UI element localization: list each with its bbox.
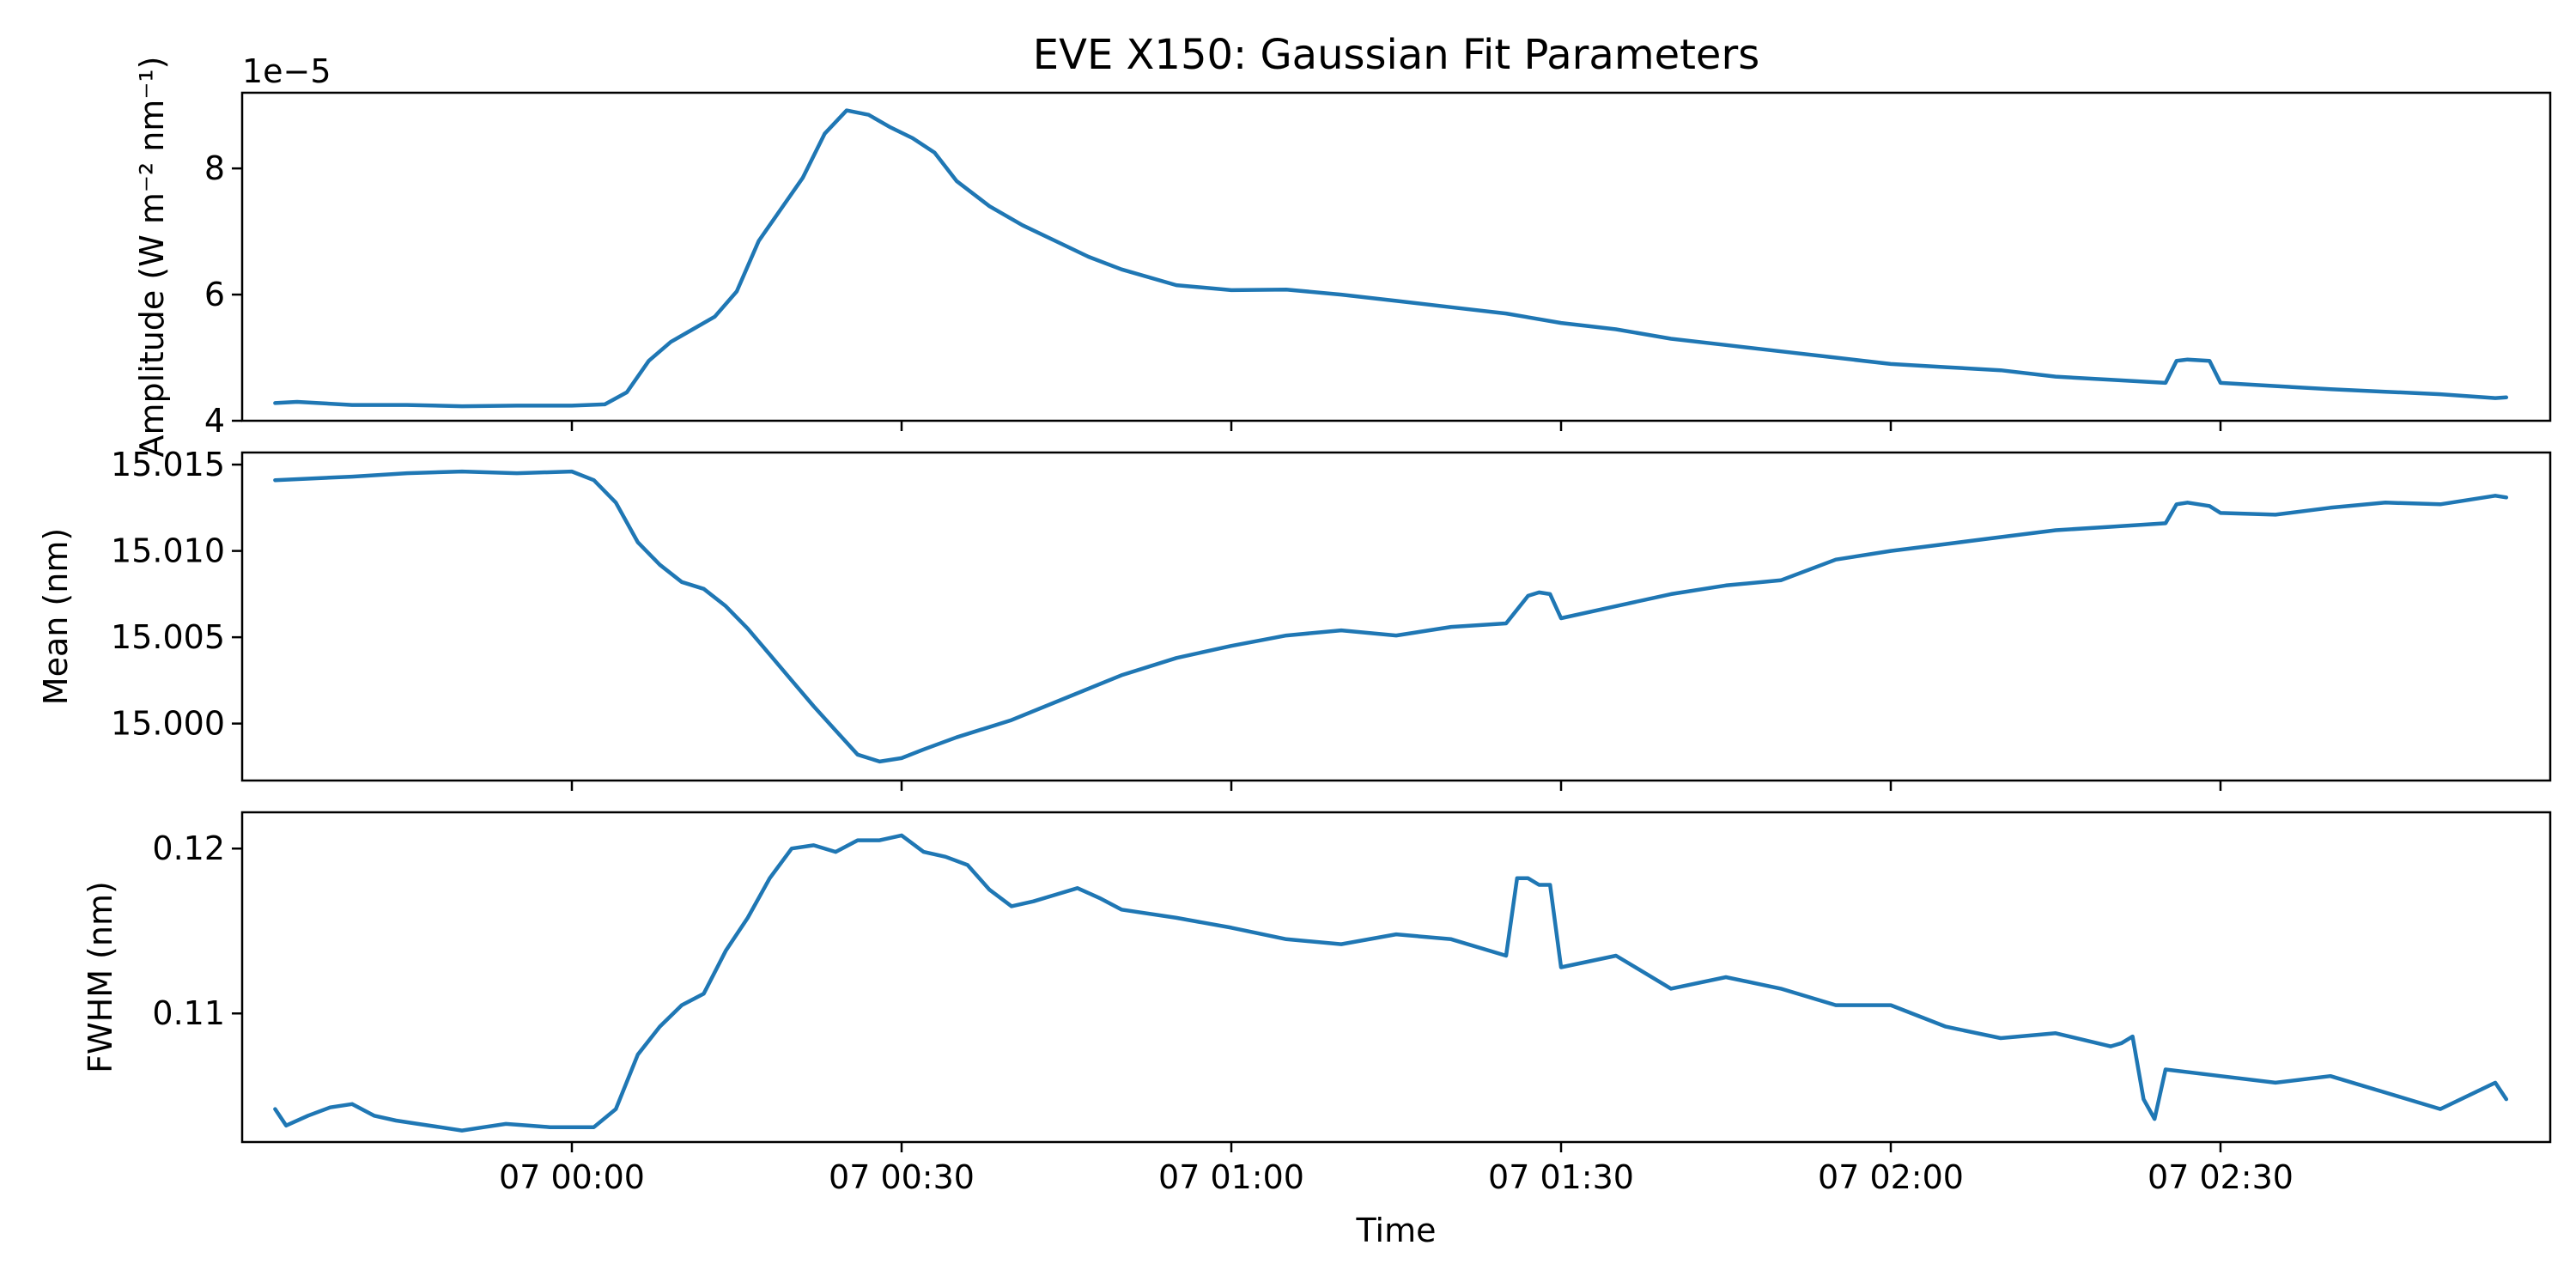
- x-axis-label: Time: [1356, 1212, 1437, 1249]
- chart-title: EVE X150: Gaussian Fit Parameters: [1033, 31, 1759, 79]
- mean-y-axis-label: Mean (nm): [37, 528, 75, 705]
- mean-series-line: [273, 469, 2509, 764]
- fwhm-y-tick-label: 0.11: [152, 994, 225, 1032]
- mean-y-tick-label: 15.015: [111, 446, 225, 483]
- x-tick-label: 07 02:30: [2148, 1158, 2293, 1196]
- mean-y-tick-label: 15.000: [111, 705, 225, 743]
- amplitude-y-axis-label: Amplitude (W m⁻² nm⁻¹): [133, 57, 171, 458]
- fwhm-y-tick-label: 0.12: [152, 829, 225, 867]
- panel-amplitude-x-ticks: [570, 421, 2222, 431]
- panel-mean-frame: [240, 451, 2552, 782]
- panel-fwhm-y-ticks: 0.11 0.12: [152, 829, 242, 1032]
- amplitude-offset-text: 1e−5: [242, 52, 331, 90]
- panel-fwhm-frame: [240, 811, 2552, 1144]
- amplitude-y-tick-label: 6: [204, 276, 225, 313]
- amplitude-series-line: [273, 108, 2509, 409]
- panel-fwhm: 0.11 0.12 07 00:00 07 00:30 07 01:00 07 01:3…: [82, 811, 2552, 1196]
- panel-mean: 15.000 15.005 15.010 15.015 Mean (nm): [37, 446, 2552, 791]
- fwhm-series-line: [273, 833, 2509, 1133]
- x-tick-label: 07 00:30: [829, 1158, 975, 1196]
- mean-y-tick-label: 15.005: [111, 618, 225, 656]
- panel-amplitude: 4 6 8 1e−5 Amplitude (W m⁻² nm⁻¹): [133, 52, 2552, 458]
- x-tick-label: 07 00:00: [499, 1158, 645, 1196]
- panel-fwhm-x-ticks: 07 00:00 07 00:30 07 01:00 07 01:30 07 02:00…: [499, 1142, 2293, 1196]
- panel-amplitude-y-ticks: 4 6 8: [204, 149, 242, 440]
- x-tick-label: 07 01:30: [1488, 1158, 1634, 1196]
- x-tick-label: 07 01:00: [1158, 1158, 1304, 1196]
- amplitude-y-tick-label: 8: [204, 149, 225, 187]
- panel-amplitude-frame: [240, 91, 2552, 422]
- amplitude-y-tick-label: 4: [204, 402, 225, 440]
- panel-mean-y-ticks: 15.000 15.005 15.010 15.015: [111, 446, 242, 743]
- x-tick-label: 07 02:00: [1818, 1158, 1964, 1196]
- mean-y-tick-label: 15.010: [111, 532, 225, 570]
- panel-mean-x-ticks: [570, 781, 2222, 791]
- fwhm-y-axis-label: FWHM (nm): [82, 881, 119, 1073]
